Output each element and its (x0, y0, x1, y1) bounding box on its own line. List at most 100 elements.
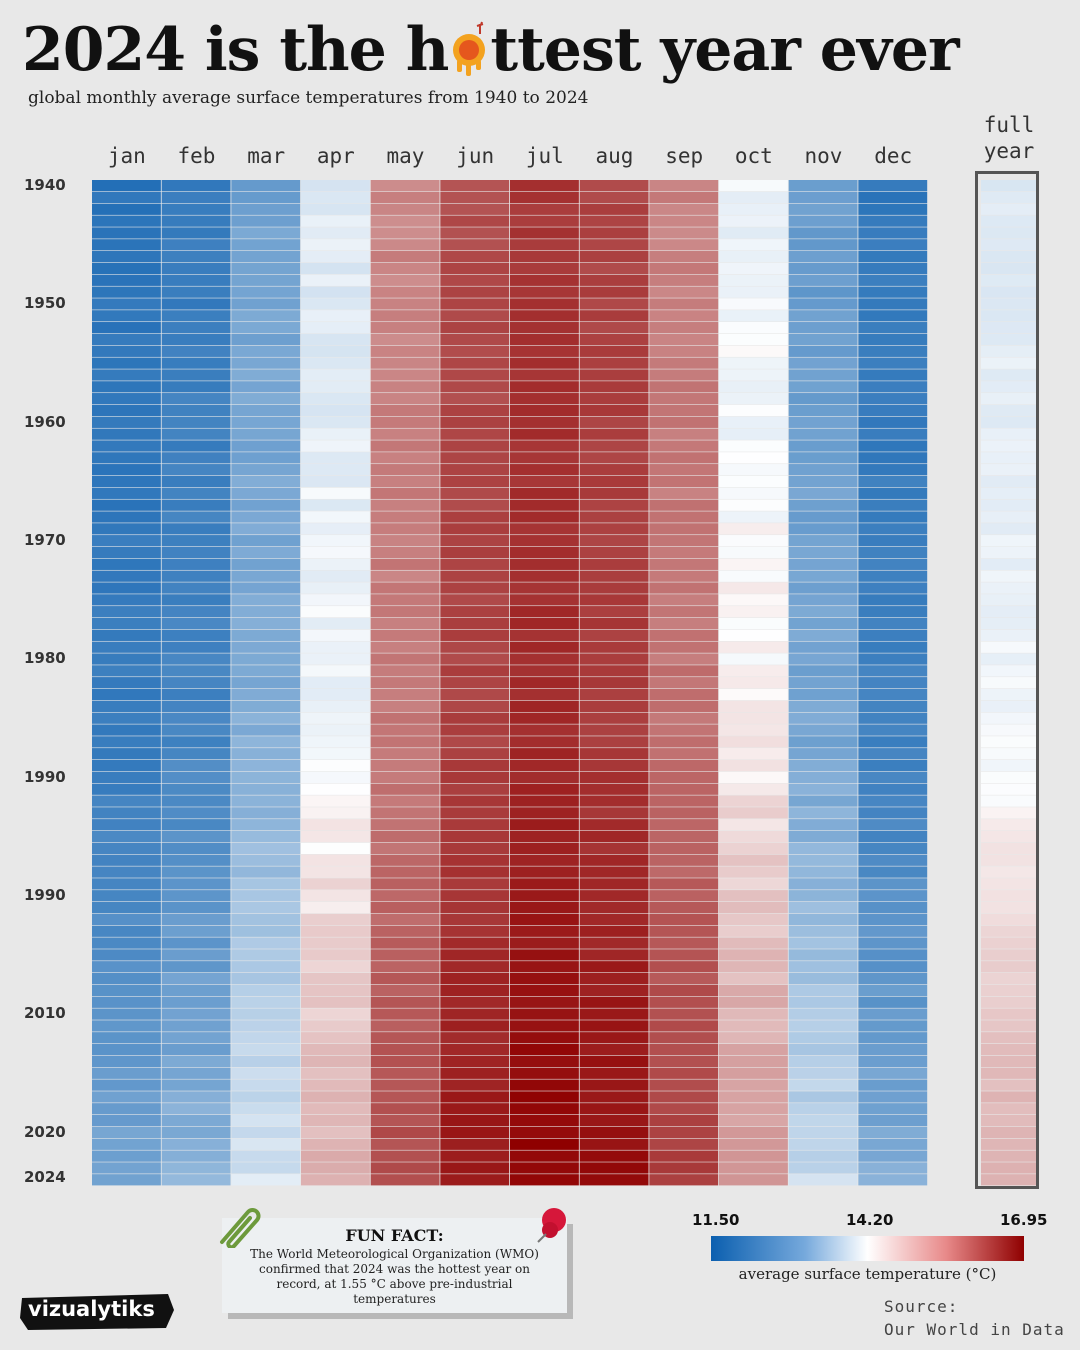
full-year-cell (981, 913, 1037, 926)
heatmap-cell (510, 298, 579, 310)
heatmap-cell (649, 641, 719, 653)
year-tick-label: 2024 (24, 1168, 66, 1187)
heatmap-cell (858, 203, 928, 215)
heatmap-cell (440, 807, 510, 819)
heatmap-cell (788, 333, 858, 346)
heatmap-cell (858, 180, 928, 192)
heatmap-cell (161, 251, 231, 263)
heatmap-cell (161, 1103, 231, 1115)
heatmap-cell (370, 1174, 440, 1186)
heatmap-cell (231, 535, 301, 547)
heatmap-cell (579, 381, 649, 393)
heatmap-cell (719, 274, 788, 286)
heatmap-cell (92, 558, 161, 570)
heatmap-cell (510, 1020, 579, 1032)
heatmap-cell (719, 369, 788, 381)
full-year-cell (981, 452, 1037, 464)
heatmap-cell (92, 1150, 161, 1162)
heatmap-cell (370, 759, 440, 772)
heatmap-cell (858, 913, 928, 926)
heatmap-cell (92, 1091, 161, 1103)
heatmap-cell (440, 1043, 510, 1056)
heatmap-cell (719, 452, 788, 464)
heatmap-cell (301, 830, 370, 843)
heatmap-cell (858, 653, 928, 665)
heatmap-cell (649, 1103, 719, 1115)
full-year-cell (981, 381, 1037, 393)
heatmap-cell (858, 452, 928, 464)
heatmap-cell (858, 558, 928, 570)
heatmap-cell (719, 617, 788, 630)
full-year-cell (981, 925, 1037, 937)
heatmap-cell (579, 1114, 649, 1127)
heatmap-cell (788, 369, 858, 381)
heatmap-cell (510, 1008, 579, 1020)
heatmap-cell (231, 452, 301, 464)
heatmap-cell (301, 428, 370, 440)
heatmap-cell (579, 901, 649, 914)
heatmap-cell (440, 393, 510, 405)
heatmap-cell (231, 239, 301, 251)
heatmap-cell (510, 369, 579, 381)
heatmap-cell (440, 322, 510, 334)
heatmap-cell (719, 830, 788, 843)
heatmap-cell (649, 475, 719, 488)
heatmap-cell (92, 274, 161, 286)
heatmap-cell (510, 558, 579, 570)
heatmap-cell (649, 404, 719, 417)
heatmap-cell (649, 357, 719, 369)
heatmap-cell (579, 665, 649, 677)
heatmap-cell (719, 523, 788, 535)
heatmap-cell (370, 972, 440, 985)
heatmap-cell (231, 700, 301, 712)
heatmap-cell (579, 452, 649, 464)
heatmap-cell (858, 700, 928, 712)
heatmap-cell (649, 570, 719, 582)
heatmap-cell (649, 286, 719, 298)
full-year-frame (975, 171, 1039, 1189)
heatmap-cell (301, 949, 370, 961)
heatmap-cell (858, 535, 928, 547)
heatmap-cell (301, 1150, 370, 1162)
heatmap-cell (92, 1067, 161, 1079)
heatmap-cell (788, 949, 858, 961)
heatmap-cell (92, 393, 161, 405)
heatmap-cell (858, 748, 928, 760)
heatmap-cell (579, 298, 649, 310)
heatmap-cell (858, 333, 928, 346)
heatmap-cell (370, 748, 440, 760)
heatmap-cell (649, 381, 719, 393)
heatmap-cell (231, 677, 301, 689)
heatmap-cell (579, 653, 649, 665)
heatmap-cell (649, 1055, 719, 1068)
heatmap-cell (161, 440, 231, 452)
heatmap-cell (161, 771, 231, 783)
heatmap-cell (92, 629, 161, 641)
heatmap-cell (579, 203, 649, 215)
heatmap-cell (231, 653, 301, 665)
heatmap-cell (440, 203, 510, 215)
heatmap-cell (161, 629, 231, 641)
heatmap-cell (858, 665, 928, 677)
heatmap-cell (510, 487, 579, 499)
heatmap-cell (161, 866, 231, 878)
heatmap-cell (719, 333, 788, 346)
heatmap-cell (370, 1020, 440, 1032)
heatmap-cell (440, 795, 510, 807)
heatmap-cell (649, 582, 719, 594)
heatmap-cell (231, 180, 301, 192)
heatmap-cell (858, 641, 928, 653)
full-year-cell (981, 665, 1037, 677)
full-year-cell (981, 345, 1037, 357)
heatmap-cell (231, 1114, 301, 1127)
year-tick-label: 2010 (24, 1004, 66, 1023)
heatmap-cell (301, 310, 370, 322)
heatmap-cell (858, 487, 928, 499)
heatmap-cell (301, 901, 370, 914)
heatmap-cell (510, 310, 579, 322)
heatmap-cell (719, 310, 788, 322)
full-year-cell (981, 795, 1037, 807)
heatmap-cell (858, 617, 928, 630)
heatmap-cell (231, 357, 301, 369)
full-year-cell (981, 369, 1037, 381)
